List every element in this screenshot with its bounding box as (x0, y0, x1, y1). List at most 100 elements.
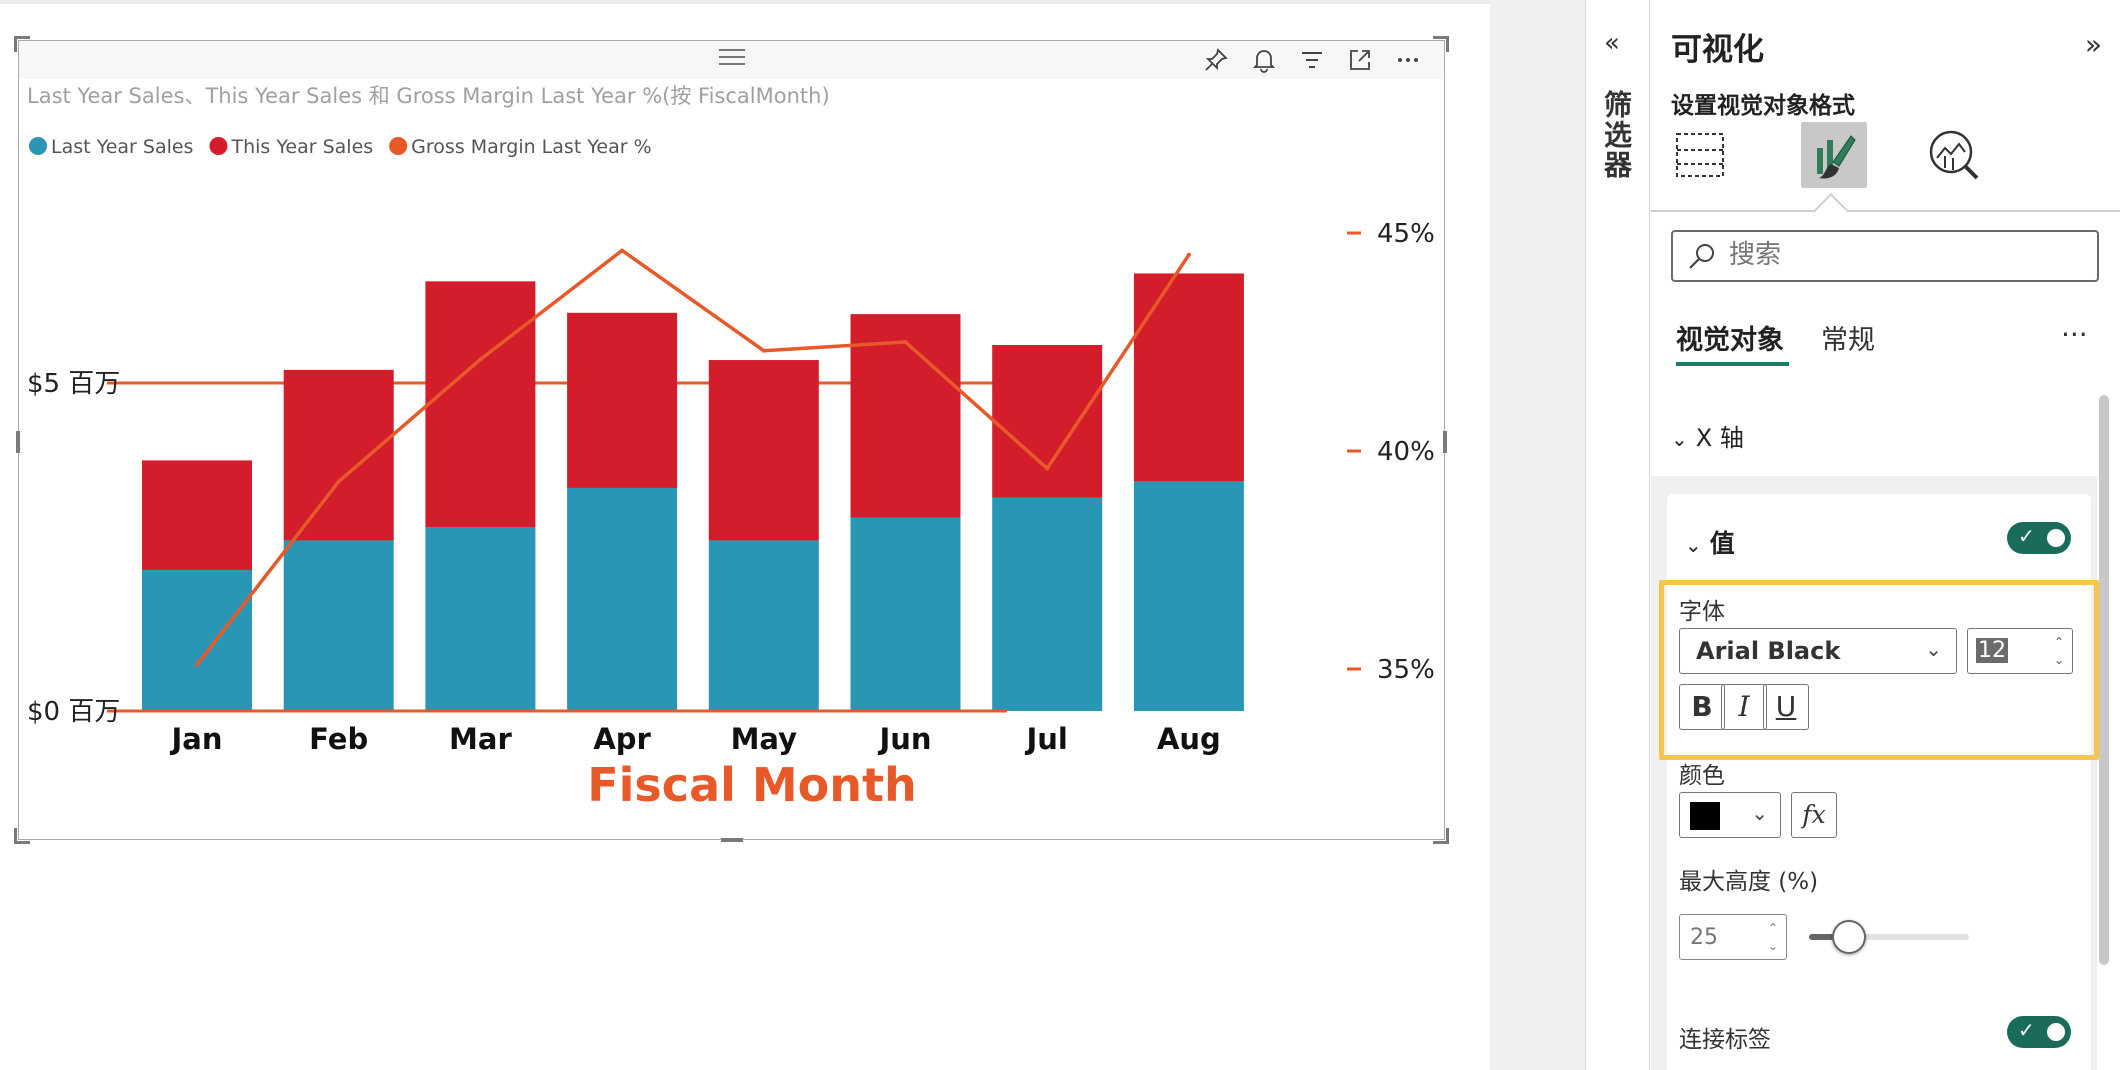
italic-button[interactable]: I (1721, 684, 1767, 730)
slider-thumb[interactable] (1832, 920, 1866, 954)
font-family-dropdown[interactable]: Arial Black ⌄ (1679, 628, 1957, 674)
y-right-tick-label-2: 45% (1377, 219, 1435, 249)
spin-arrows-icon[interactable]: ⌃ ⌄ (1767, 921, 1778, 953)
resize-handle-top-right[interactable] (1433, 36, 1449, 52)
bar-may-series-0 (708, 540, 819, 711)
x-tick-label-aug: Aug (1157, 722, 1221, 756)
underline-button[interactable]: U (1763, 684, 1809, 730)
x-axis-section-label: X 轴 (1695, 424, 1744, 452)
collapse-chevron-icon[interactable]: « (1604, 28, 1620, 58)
legend-swatch-1 (209, 137, 228, 155)
drag-grip-icon[interactable] (719, 49, 745, 67)
x-axis-section-body: ⌄ 值 ✓ 字体 Arial Black ⌄ 12 ⌃ ⌄ B I U (1651, 476, 2099, 1070)
format-search-box[interactable] (1671, 230, 2099, 282)
bar-feb-series-1 (283, 369, 394, 541)
bell-icon[interactable] (1249, 47, 1279, 73)
y-right-tick-label-1: 40% (1377, 437, 1435, 467)
bold-button[interactable]: B (1679, 684, 1725, 730)
tab-general[interactable]: 常规 (1821, 325, 1875, 356)
values-toggle[interactable]: ✓ (2007, 522, 2071, 554)
color-picker-dropdown[interactable]: ⌄ (1679, 792, 1781, 838)
chart-bars (107, 273, 1244, 713)
resize-handle-right[interactable] (1443, 431, 1447, 453)
visualizations-pane: 可视化 » 设置视觉对象格式 (1651, 0, 2120, 1070)
bar-jun-series-0 (850, 517, 961, 711)
report-canvas: Last Year Sales、This Year Sales 和 Gross … (0, 0, 1490, 844)
font-family-value: Arial Black (1696, 637, 1841, 665)
x-tick-label-apr: Apr (593, 722, 651, 756)
chart-line-series (195, 248, 1191, 667)
line-point-jan (195, 662, 199, 667)
line-point-may (761, 348, 766, 353)
font-size-stepper[interactable]: 12 ⌃ ⌄ (1967, 628, 2073, 674)
pane-scrollbar[interactable] (2099, 395, 2109, 965)
bar-mar-series-1 (425, 281, 536, 528)
x-axis-title: Fiscal Month (587, 758, 917, 812)
bar-aug-series-0 (1133, 481, 1244, 711)
conditional-format-fx-button[interactable]: fx (1791, 792, 1837, 838)
canvas-pane-gap (1490, 0, 1585, 1070)
pane-more-options-icon[interactable]: ··· (2061, 318, 2088, 351)
fields-icon (1676, 133, 1724, 177)
active-tab-caret (1814, 193, 1848, 227)
resize-handle-bottom[interactable] (721, 838, 743, 842)
expand-chevron-icon[interactable]: » (2084, 28, 2102, 61)
chart-subtitle: Last Year Sales、This Year Sales 和 Gross … (27, 84, 830, 108)
search-input[interactable] (1729, 240, 2069, 270)
chevron-down-icon: ⌄ (1751, 801, 1768, 825)
build-visual-tab[interactable] (1671, 122, 1737, 188)
chevron-down-icon: ⌄ (1925, 637, 1942, 661)
active-subtab-indicator (1676, 362, 1789, 366)
x-axis-section-header[interactable]: ⌄ X 轴 (1671, 418, 1744, 453)
chart-legend: Last Year Sales This Year Sales Gross Marg… (29, 136, 652, 158)
bar-aug-series-1 (1133, 273, 1244, 482)
spin-arrows-icon[interactable]: ⌃ ⌄ (2053, 635, 2064, 667)
resize-handle-left[interactable] (16, 431, 20, 453)
font-settings-highlight (1659, 580, 2099, 760)
bar-jul-series-1 (992, 344, 1103, 498)
resize-handle-top-left[interactable] (14, 36, 30, 52)
y-left-tick-label-1: $5 百万 (27, 369, 120, 399)
resize-handle-bottom-left[interactable] (14, 828, 30, 844)
concatenate-labels-label: 连接标签 (1679, 1027, 1771, 1053)
bar-may-series-1 (708, 360, 819, 541)
format-visual-tab[interactable] (1801, 122, 1867, 188)
visual-header (19, 41, 1444, 79)
check-icon: ✓ (2018, 524, 2035, 548)
bar-jan-series-1 (142, 460, 252, 570)
x-axis: Jan Feb Mar Apr May Jun Jul Aug (169, 722, 1220, 756)
legend-label-0: Last Year Sales (51, 136, 193, 158)
search-icon (1689, 244, 1714, 269)
line-point-feb (336, 479, 341, 484)
paintbrush-chart-icon (1817, 135, 1856, 179)
tab-visual[interactable]: 视觉对象 (1676, 325, 1784, 356)
filters-pane-label[interactable]: 筛选器 (1600, 90, 1633, 180)
combo-chart-visual[interactable]: Last Year Sales、This Year Sales 和 Gross … (14, 36, 1449, 844)
line-point-jul (1045, 466, 1050, 471)
analytics-tab[interactable] (1921, 122, 1987, 188)
legend-label-1: This Year Sales (230, 136, 373, 158)
y-axis-left: $0 百万 $5 百万 (27, 369, 120, 727)
font-size-value[interactable]: 12 (1976, 638, 2008, 663)
gross-margin-line (195, 248, 1191, 666)
pin-icon[interactable] (1201, 47, 1231, 73)
filter-icon[interactable] (1297, 47, 1327, 73)
concatenate-labels-toggle[interactable]: ✓ (2007, 1016, 2071, 1048)
bar-apr-series-0 (567, 487, 678, 711)
max-height-value[interactable]: 25 (1690, 925, 1718, 950)
chart-canvas: Last Year Sales、This Year Sales 和 Gross … (27, 84, 1435, 812)
values-card: ⌄ 值 ✓ 字体 Arial Black ⌄ 12 ⌃ ⌄ B I U (1659, 494, 2099, 1070)
focus-mode-icon[interactable] (1345, 47, 1375, 73)
check-icon: ✓ (2018, 1018, 2035, 1042)
max-height-stepper[interactable]: 25 ⌃ ⌄ (1679, 914, 1787, 960)
more-options-icon[interactable] (1393, 47, 1423, 73)
filters-pane: « 筛选器 (1585, 0, 1650, 1070)
pane-title: 可视化 (1671, 32, 1764, 68)
bar-jun-series-1 (850, 314, 961, 518)
resize-handle-bottom-right[interactable] (1433, 828, 1449, 844)
x-tick-label-jun: Jun (877, 722, 931, 756)
max-height-slider[interactable] (1809, 920, 1969, 954)
line-point-jun (903, 340, 908, 344)
values-section-header[interactable]: ⌄ 值 (1685, 524, 1735, 560)
line-point-mar (478, 357, 483, 362)
